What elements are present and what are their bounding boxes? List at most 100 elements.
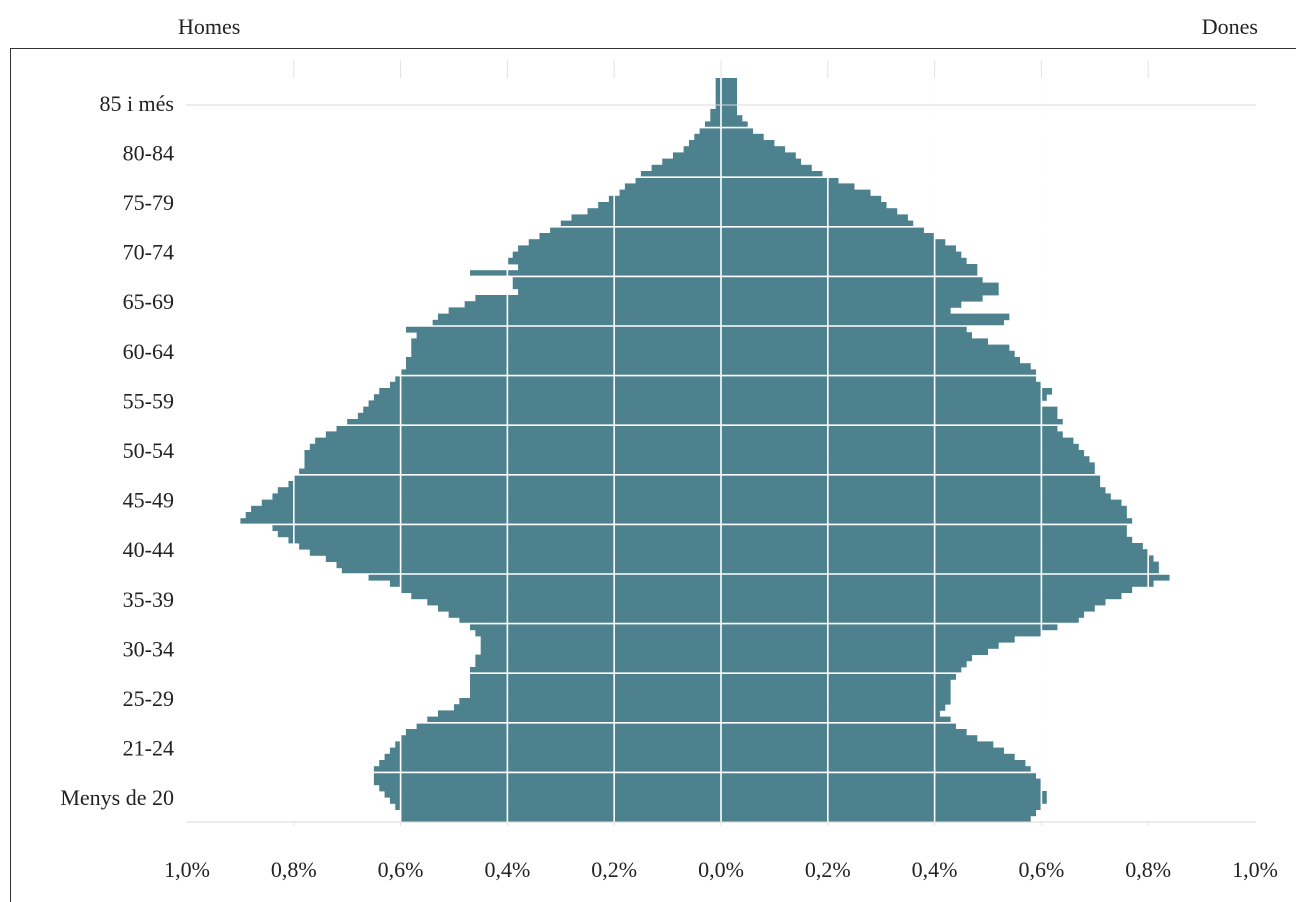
men-bar-age-row (347, 419, 721, 426)
men-bar-age-row (325, 431, 721, 438)
women-bar-age-row (721, 555, 1154, 562)
women-bar-age-row (721, 791, 1047, 798)
women-bar-age-row (721, 673, 956, 680)
men-bar-age-row (715, 84, 721, 91)
women-bar-age-row (721, 704, 946, 711)
men-bar-age-row (411, 592, 721, 600)
age-group-label: 60-64 (123, 339, 174, 364)
men-bar-age-row (395, 375, 721, 383)
women-bar-age-row (721, 121, 748, 128)
men-bar-age-row (539, 233, 721, 240)
age-group-label: 35-39 (123, 587, 174, 612)
men-bar-age-row (518, 245, 721, 252)
x-tick-label: 0,8% (271, 857, 317, 882)
men-bar-age-row (411, 344, 721, 352)
women-bar-age-row (721, 363, 1031, 370)
men-bar-age-row (459, 617, 721, 624)
men-bar-age-row (400, 735, 721, 742)
men-bar-age-row (640, 171, 721, 178)
women-bar-age-row (721, 332, 972, 339)
men-bar-age-row (470, 623, 721, 631)
men-bar-age-row (384, 753, 721, 761)
men-bar-age-row (373, 772, 721, 779)
men-bar-age-row (400, 586, 721, 593)
men-bar-age-row (363, 406, 721, 414)
men-bar-age-row (405, 326, 721, 333)
men-bar-age-row (464, 301, 721, 308)
women-bar-age-row (721, 189, 871, 197)
women-bar-age-row (721, 505, 1127, 513)
men-bar-age-row (251, 505, 721, 513)
women-bar-age-row (721, 747, 1005, 755)
men-bar-age-row (432, 319, 721, 327)
women-bar-age-row (721, 729, 967, 736)
men-bar-age-row (395, 741, 721, 748)
men-bar-age-row (470, 679, 721, 686)
women-bar-age-row (721, 753, 1015, 761)
women-bar-age-row (721, 140, 775, 147)
men-bars (240, 78, 722, 823)
men-bar-age-row (518, 264, 721, 271)
age-group-label: 45-49 (123, 488, 174, 513)
men-bar-age-row (475, 295, 721, 302)
women-bar-age-row (721, 574, 1170, 581)
women-bar-age-row (721, 642, 999, 649)
men-bar-age-row (357, 412, 721, 420)
women-bar-age-row (721, 412, 1058, 420)
men-bar-age-row (379, 784, 721, 792)
men-bar-age-row (448, 611, 721, 618)
women-bar-age-row (721, 803, 1042, 810)
men-bar-age-row (299, 468, 721, 476)
men-bar-age-row (480, 648, 721, 655)
men-bar-age-row (662, 158, 721, 166)
men-bar-age-row (277, 530, 721, 538)
women-bar-age-row (721, 214, 908, 221)
men-bar-age-row (400, 809, 721, 817)
men-bar-age-row (619, 189, 721, 197)
men-bar-age-row (683, 146, 721, 153)
men-bar-age-row (389, 580, 721, 587)
women-bar-age-row (721, 369, 1037, 376)
women-bar-age-row (721, 202, 887, 209)
x-tick-label: 0,8% (1125, 857, 1171, 882)
women-bar-age-row (721, 319, 1005, 327)
women-bar-age-row (721, 443, 1079, 451)
men-bar-age-row (571, 214, 721, 221)
women-bar-age-row (721, 208, 898, 215)
men-bar-age-row (624, 183, 721, 190)
age-group-label: 25-29 (123, 686, 174, 711)
age-group-label: 30-34 (123, 636, 174, 661)
women-bar-age-row (721, 481, 1101, 488)
men-bar-age-row (518, 288, 721, 296)
age-group-label: 80-84 (123, 140, 174, 165)
women-bar-age-row (721, 530, 1127, 538)
women-bar-age-row (721, 586, 1133, 593)
men-bar-age-row (512, 251, 721, 259)
men-bar-age-row (405, 363, 721, 370)
women-bars (721, 78, 1170, 823)
women-bar-age-row (721, 133, 764, 141)
women-bar-age-row (721, 127, 754, 135)
women-bar-age-row (721, 245, 956, 252)
men-bar-age-row (470, 685, 721, 693)
women-bar-age-row (721, 518, 1133, 525)
x-tick-label: 0,2% (591, 857, 637, 882)
x-tick-label: 1,0% (164, 857, 210, 882)
women-bar-age-row (721, 660, 967, 668)
age-group-labels: 85 i més 80-84 75-79 70-74 65-69 60-64 55-59 50… (60, 91, 174, 810)
women-bar-age-row (721, 722, 956, 730)
men-bar-age-row (400, 369, 721, 376)
women-bar-age-row (721, 84, 738, 91)
women-bar-age-row (721, 499, 1122, 507)
age-group-label: 40-44 (123, 537, 174, 562)
women-bar-age-row (721, 611, 1085, 618)
women-bar-age-row (721, 524, 1127, 531)
women-bar-age-row (721, 270, 978, 277)
men-bar-age-row (699, 127, 721, 135)
men-bar-age-row (389, 381, 721, 389)
men-bar-age-row (245, 512, 722, 519)
men-bar-age-row (379, 388, 721, 395)
men-bar-age-row (427, 716, 721, 724)
men-bar-age-row (368, 574, 721, 581)
